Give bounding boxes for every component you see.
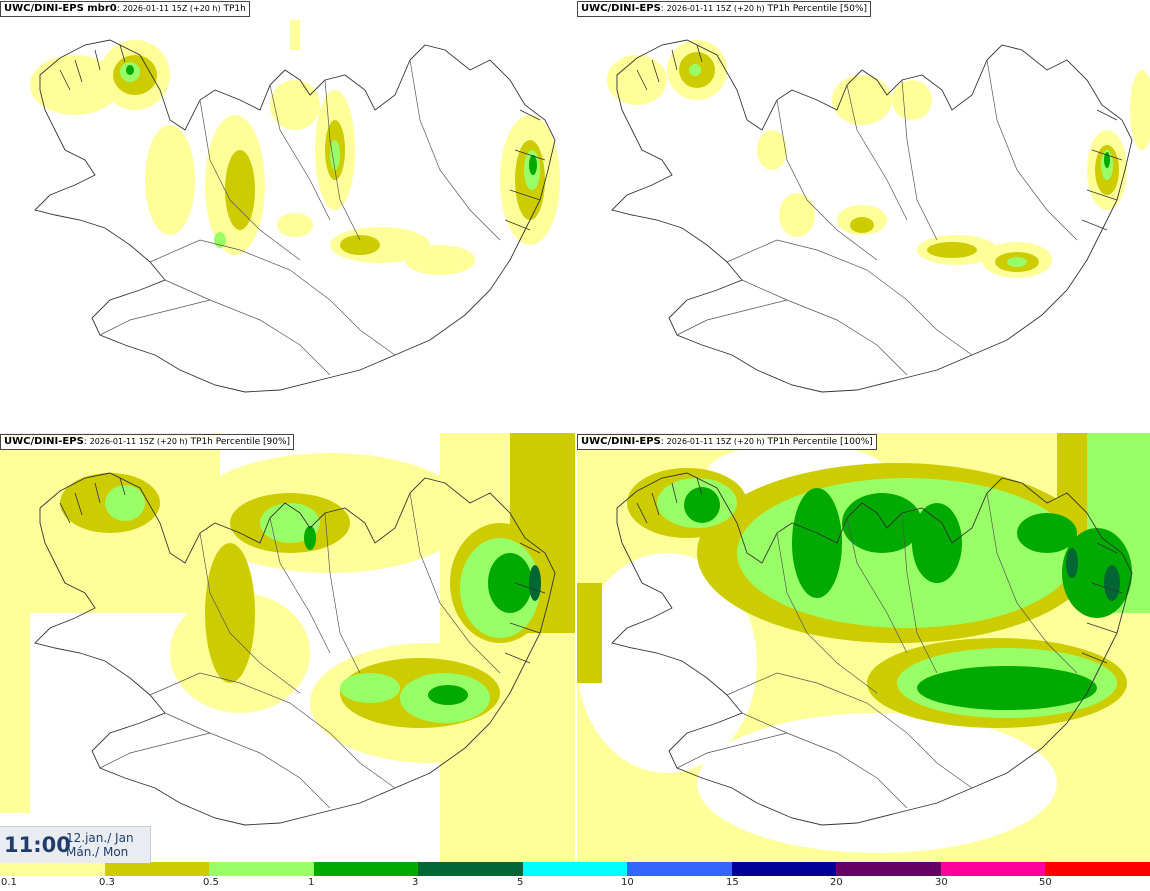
colorbar-ticks: 0.1 0.3 0.5 1 3 5 10 15 20 30 50	[0, 876, 1150, 891]
colorbar-segment	[0, 862, 105, 876]
colorbar-segment	[940, 862, 1046, 876]
model-name: UWC/DINI-EPS mbr0	[4, 3, 117, 14]
colorbar-tick-label: 20	[830, 877, 843, 888]
model-name: UWC/DINI-EPS	[581, 3, 661, 14]
colorbar-segment	[418, 862, 523, 876]
colorbar-tick-label: 10	[621, 877, 634, 888]
colorbar-segment	[836, 862, 941, 876]
field-name: TP1h Percentile [50%]	[767, 4, 868, 14]
map-panel-p100: UWC/DINI-EPS: 2026-01-11 15Z (+20 h) TP1…	[577, 433, 1150, 864]
colorbar-segment	[104, 862, 210, 876]
valid-time-date: 12.jan./ Jan Mán./ Mon	[66, 831, 134, 859]
model-name: UWC/DINI-EPS	[581, 436, 661, 447]
colorbar-segment	[313, 862, 419, 876]
valid-time-box: 11:00 12.jan./ Jan Mán./ Mon	[0, 826, 151, 863]
colorbar-tick-label: 0.5	[203, 877, 219, 888]
model-name: UWC/DINI-EPS	[4, 436, 84, 447]
panel-divider	[0, 431, 1150, 433]
colorbar-segment	[209, 862, 314, 876]
run-time: 2026-01-11 15Z (+20 h)	[666, 437, 765, 446]
panel-title: UWC/DINI-EPS: 2026-01-11 15Z (+20 h) TP1…	[577, 434, 877, 450]
map-panel-p90: UWC/DINI-EPS: 2026-01-11 15Z (+20 h) TP1…	[0, 433, 575, 864]
colorbar-tick-label: 0.3	[99, 877, 115, 888]
panel-title: UWC/DINI-EPS mbr0: 2026-01-11 15Z (+20 h…	[0, 1, 250, 17]
colorbar-segment	[627, 862, 732, 876]
panel-title: UWC/DINI-EPS: 2026-01-11 15Z (+20 h) TP1…	[577, 1, 872, 17]
valid-date-line2: Mán./ Mon	[66, 845, 129, 859]
run-time: 2026-01-11 15Z (+20 h)	[122, 4, 221, 13]
run-time: 2026-01-11 15Z (+20 h)	[666, 4, 765, 13]
panel-title: UWC/DINI-EPS: 2026-01-11 15Z (+20 h) TP1…	[0, 434, 295, 450]
colorbar-tick-label: 30	[935, 877, 948, 888]
colorbar-tick-label: 3	[412, 877, 419, 888]
colorbar-tick-label: 1	[308, 877, 315, 888]
valid-date-line1: 12.jan./ Jan	[66, 831, 134, 845]
precip-colorbar	[0, 862, 1150, 876]
iceland-map	[0, 433, 575, 864]
field-name: TP1h Percentile [90%]	[190, 437, 291, 447]
colorbar-tick-label: 0.1	[1, 877, 17, 888]
map-panel-p50: UWC/DINI-EPS: 2026-01-11 15Z (+20 h) TP1…	[577, 0, 1150, 431]
iceland-map	[607, 39, 1150, 393]
valid-time-clock: 11:00	[4, 833, 71, 857]
run-time: 2026-01-11 15Z (+20 h)	[89, 437, 188, 446]
field-name: TP1h Percentile [100%]	[767, 437, 873, 447]
colorbar-segment	[1045, 862, 1150, 876]
colorbar-tick-label: 5	[517, 877, 524, 888]
iceland-map	[577, 433, 1150, 864]
iceland-map	[30, 20, 560, 393]
field-name: TP1h	[223, 4, 246, 14]
colorbar-segment	[522, 862, 628, 876]
colorbar-segment	[731, 862, 837, 876]
colorbar-tick-label: 50	[1039, 877, 1052, 888]
map-panel-member0: UWC/DINI-EPS mbr0: 2026-01-11 15Z (+20 h…	[0, 0, 575, 431]
colorbar-tick-label: 15	[726, 877, 739, 888]
